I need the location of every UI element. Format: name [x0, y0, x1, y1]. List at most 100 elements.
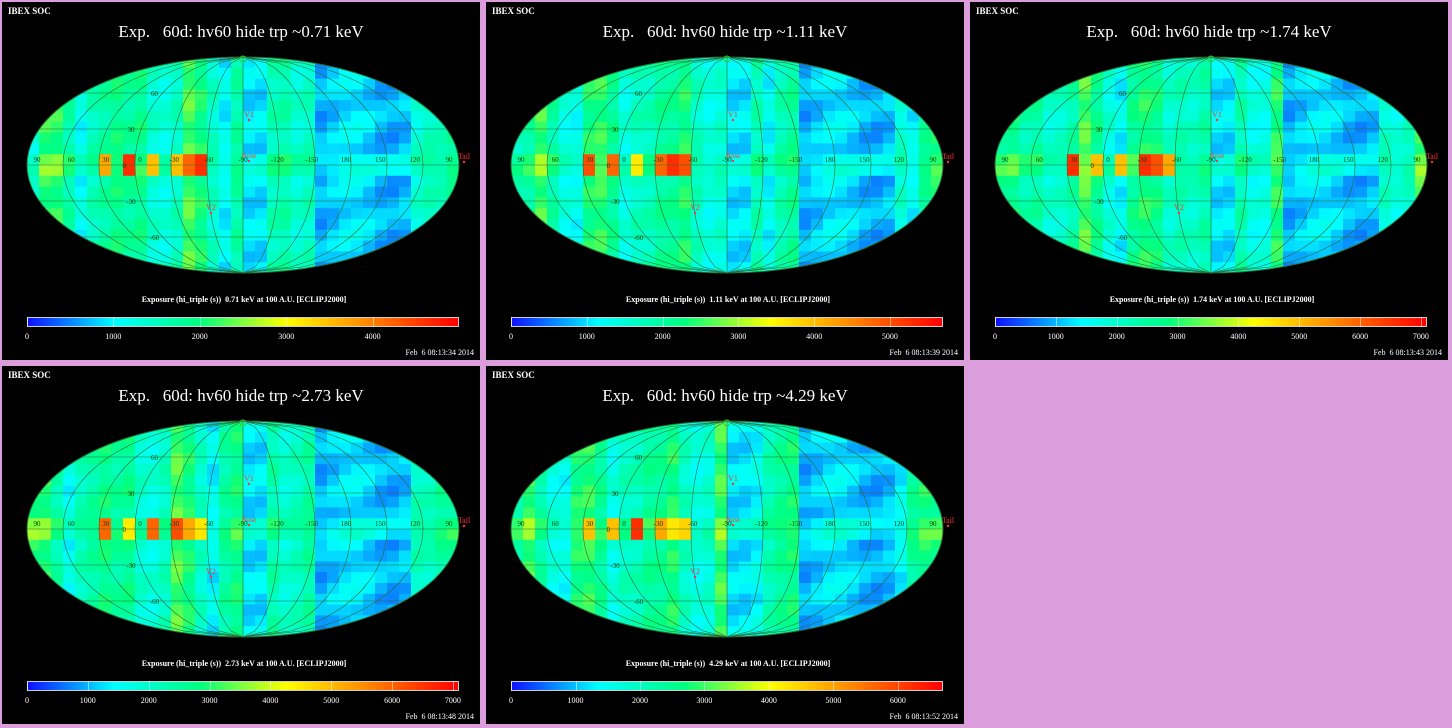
heatmap-cell: [1151, 89, 1164, 101]
heatmap-cell: [411, 78, 424, 90]
heatmap-cell: [1391, 251, 1404, 263]
heatmap-cell: [399, 229, 412, 242]
longitude-tick-label: 120: [893, 156, 904, 164]
heatmap-cell: [1031, 197, 1044, 209]
heatmap-cell: [423, 583, 436, 595]
heatmap-cell: [1283, 251, 1296, 263]
heatmap-cell: [51, 186, 64, 198]
heatmap-cell: [643, 186, 656, 198]
heatmap-cell: [643, 604, 656, 616]
heatmap-cell: [559, 262, 572, 273]
heatmap-cell: [751, 89, 764, 101]
tail-marker-dot: [946, 524, 950, 528]
heatmap-cell: [715, 475, 728, 487]
heatmap-cell: [571, 626, 584, 637]
heatmap-cell: [183, 431, 196, 444]
heatmap-cell: [243, 175, 256, 188]
heatmap-cell: [607, 240, 620, 252]
heatmap-cell: [919, 165, 932, 177]
heatmap-cell: [655, 518, 668, 530]
heatmap-cell: [315, 89, 328, 101]
heatmap-cell: [231, 593, 244, 606]
heatmap-cell: [159, 240, 172, 252]
heatmap-cell: [399, 550, 412, 562]
heatmap-cell: [183, 197, 196, 209]
heatmap-cell: [799, 67, 812, 80]
heatmap-cell: [411, 485, 424, 498]
heatmap-cell: [351, 154, 364, 166]
heatmap-cell: [1331, 78, 1344, 90]
heatmap-cell: [835, 240, 848, 252]
heatmap-cell: [799, 539, 812, 552]
heatmap-cell: [1259, 78, 1272, 90]
heatmap-cell: [559, 89, 572, 101]
heatmap-cell: [363, 421, 376, 433]
heatmap-cell: [219, 78, 232, 90]
latitude-tick-label: 60: [1119, 90, 1127, 98]
heatmap-cell: [631, 175, 644, 188]
v2-marker-dot: [209, 211, 213, 215]
heatmap-cell: [231, 507, 244, 519]
heatmap-cell: [871, 507, 884, 519]
heatmap-cell: [1355, 89, 1368, 101]
heatmap-cell: [327, 208, 340, 220]
nose-marker-dot: [247, 523, 251, 527]
colorbar-tick-label: 4000: [1230, 332, 1247, 341]
heatmap-cell: [811, 78, 824, 90]
heatmap-cell: [1091, 111, 1104, 123]
tail-marker-dot: [946, 160, 950, 164]
heatmap-cell: [39, 539, 52, 552]
longitude-tick-label: -30: [170, 520, 180, 528]
heatmap-cell: [219, 165, 232, 177]
colorbar-tick-label: 6000: [1352, 332, 1369, 341]
heatmap-cell: [1307, 165, 1320, 177]
heatmap-cell: [583, 197, 596, 209]
heatmap-cell: [1187, 197, 1200, 209]
heatmap-cell: [219, 197, 232, 209]
heatmap-cell: [99, 615, 112, 627]
heatmap-cell: [751, 604, 764, 616]
heatmap-cell: [775, 550, 788, 562]
heatmap-cell: [363, 626, 376, 637]
heatmap-cell: [1307, 229, 1320, 242]
heatmap-cell: [859, 572, 872, 584]
heatmap-cell: [435, 197, 448, 209]
heatmap-cell: [799, 453, 812, 465]
heatmap-cell: [1115, 251, 1128, 263]
heatmap-cell: [243, 572, 256, 584]
heatmap-cell: [823, 57, 836, 69]
heatmap-cell: [1415, 154, 1427, 166]
heatmap-cell: [859, 132, 872, 144]
heatmap-cell: [291, 78, 304, 90]
heatmap-cell: [907, 431, 920, 444]
heatmap-cell: [1343, 240, 1356, 252]
heatmap-cell: [435, 57, 448, 69]
heatmap-cell: [1055, 208, 1068, 220]
heatmap-cell: [135, 507, 148, 519]
heatmap-cell: [679, 615, 692, 627]
heatmap-cell: [511, 240, 524, 252]
heatmap-cell: [847, 78, 860, 90]
heatmap-cell: [751, 251, 764, 263]
heatmap-cell: [183, 165, 196, 177]
heatmap-cell: [511, 421, 524, 433]
heatmap-cell: [1319, 262, 1332, 273]
heatmap-cell: [1163, 78, 1176, 90]
heatmap-cell: [399, 475, 412, 487]
heatmap-cell: [595, 175, 608, 188]
heatmap-cell: [111, 186, 124, 198]
heatmap-cell: [691, 67, 704, 80]
map-outline: [994, 56, 1428, 274]
heatmap-cell: [739, 121, 752, 134]
heatmap-cell: [847, 583, 860, 595]
colorbar-caption: Exposure (hi_triple (s)) 1.11 keV at 100…: [625, 295, 831, 304]
heatmap-cell: [1295, 229, 1308, 242]
heatmap-cell: [643, 175, 656, 188]
longitude-tick-label: -90: [722, 520, 732, 528]
heatmap-cell: [1187, 229, 1200, 242]
heatmap-cell: [63, 626, 76, 637]
heatmap-cell: [1271, 111, 1284, 123]
heatmap-cell: [595, 100, 608, 112]
heatmap-cell: [763, 518, 776, 530]
heatmap-cell: [919, 572, 932, 584]
